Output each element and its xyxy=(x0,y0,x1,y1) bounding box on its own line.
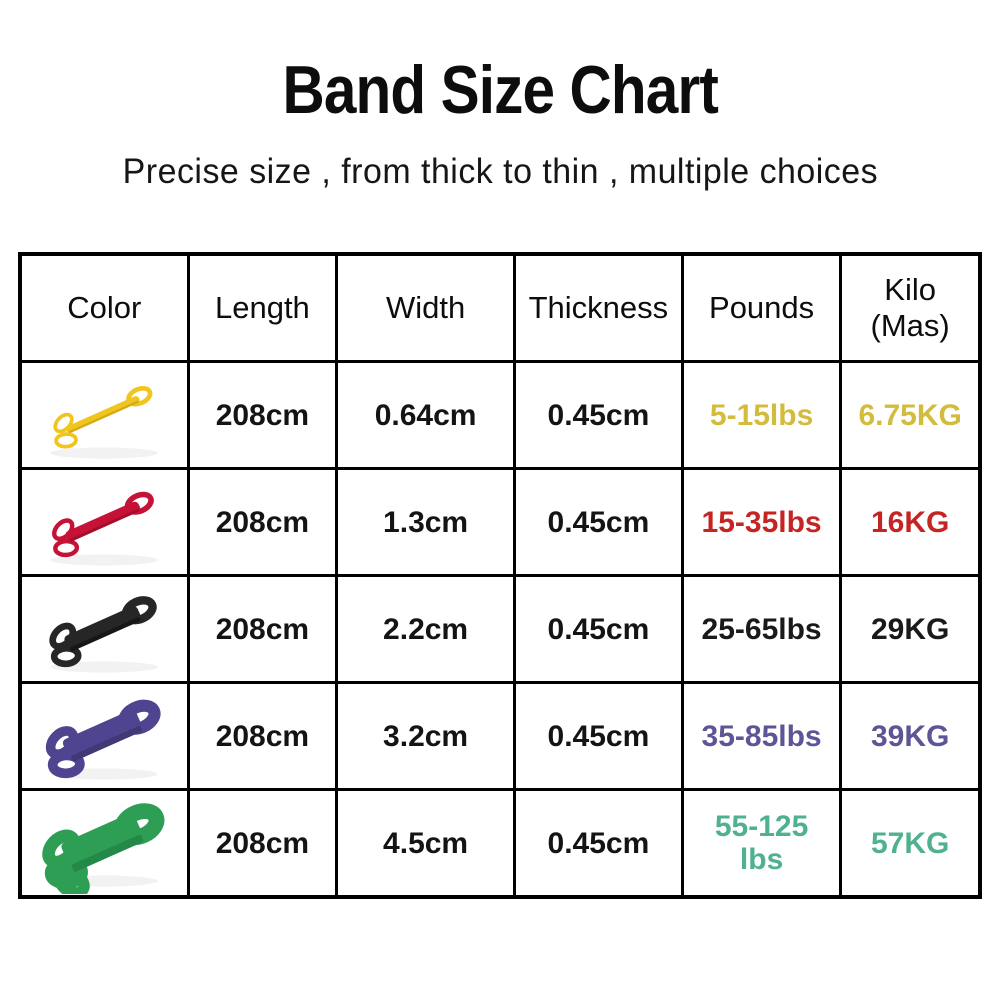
width-value: 0.64cm xyxy=(335,360,516,470)
purple-band-svg xyxy=(46,699,161,780)
width-value: 1.3cm xyxy=(335,467,516,577)
kilo-value: 6.75KG xyxy=(839,360,982,470)
table-row-yellow: 208cm 0.64cm 0.45cm 5-15lbs 6.75KG xyxy=(18,360,982,470)
green-band-image xyxy=(25,792,183,894)
table-row-red: 208cm 1.3cm 0.45cm 15-35lbs 16KG xyxy=(18,467,982,577)
table-row-purple: 208cm 3.2cm 0.45cm 35-85lbs 39KG xyxy=(18,681,982,791)
header-color: Color xyxy=(18,252,190,363)
table-header-row: Color Length Width Thickness Pounds Kilo… xyxy=(18,252,982,363)
header-width: Width xyxy=(335,252,516,363)
page-title: Band Size Chart xyxy=(0,56,1000,124)
thickness-value: 0.45cm xyxy=(512,467,684,577)
header-length: Length xyxy=(186,252,339,363)
width-value: 2.2cm xyxy=(335,574,516,684)
band-size-table: Color Length Width Thickness Pounds Kilo… xyxy=(18,252,982,899)
header-pounds: Pounds xyxy=(680,252,843,363)
thickness-value: 0.45cm xyxy=(512,681,684,791)
pounds-value: 15-35lbs xyxy=(680,467,843,577)
length-value: 208cm xyxy=(186,467,339,577)
width-value: 3.2cm xyxy=(335,681,516,791)
band-photo-cell xyxy=(18,574,190,684)
header-thickness: Thickness xyxy=(512,252,684,363)
pounds-value: 5-15lbs xyxy=(680,360,843,470)
kilo-value: 16KG xyxy=(839,467,982,577)
red-band-svg xyxy=(50,491,159,566)
length-value: 208cm xyxy=(186,574,339,684)
black-band-image xyxy=(25,578,183,680)
header-kilo: Kilo (Mas) xyxy=(839,252,982,363)
length-value: 208cm xyxy=(186,681,339,791)
green-band-svg xyxy=(42,803,165,894)
table-row-black: 208cm 2.2cm 0.45cm 25-65lbs 29KG xyxy=(18,574,982,684)
width-value: 4.5cm xyxy=(335,788,516,899)
purple-band-image xyxy=(25,685,183,787)
length-value: 208cm xyxy=(186,360,339,470)
page-subtitle: Precise size , from thick to thin , mult… xyxy=(0,152,1000,192)
page-title-text: Band Size Chart xyxy=(282,52,718,128)
thickness-value: 0.45cm xyxy=(512,360,684,470)
band-photo-cell xyxy=(18,467,190,577)
kilo-value: 57KG xyxy=(839,788,982,899)
band-photo-cell xyxy=(18,681,190,791)
table-row-green: 208cm 4.5cm 0.45cm 55-125 lbs 57KG xyxy=(18,788,982,899)
band-photo-cell xyxy=(18,360,190,470)
thickness-value: 0.45cm xyxy=(512,788,684,899)
pounds-value: 55-125 lbs xyxy=(680,788,843,899)
pounds-value: 35-85lbs xyxy=(680,681,843,791)
yellow-band-svg xyxy=(50,386,159,459)
red-band-image xyxy=(25,471,183,573)
kilo-value: 39KG xyxy=(839,681,982,791)
page-subtitle-text: Precise size , from thick to thin , mult… xyxy=(122,152,878,191)
length-value: 208cm xyxy=(186,788,339,899)
thickness-value: 0.45cm xyxy=(512,574,684,684)
black-band-svg xyxy=(49,596,159,673)
yellow-band-image xyxy=(25,364,183,466)
pounds-value: 25-65lbs xyxy=(680,574,843,684)
band-photo-cell xyxy=(18,788,190,899)
kilo-value: 29KG xyxy=(839,574,982,684)
